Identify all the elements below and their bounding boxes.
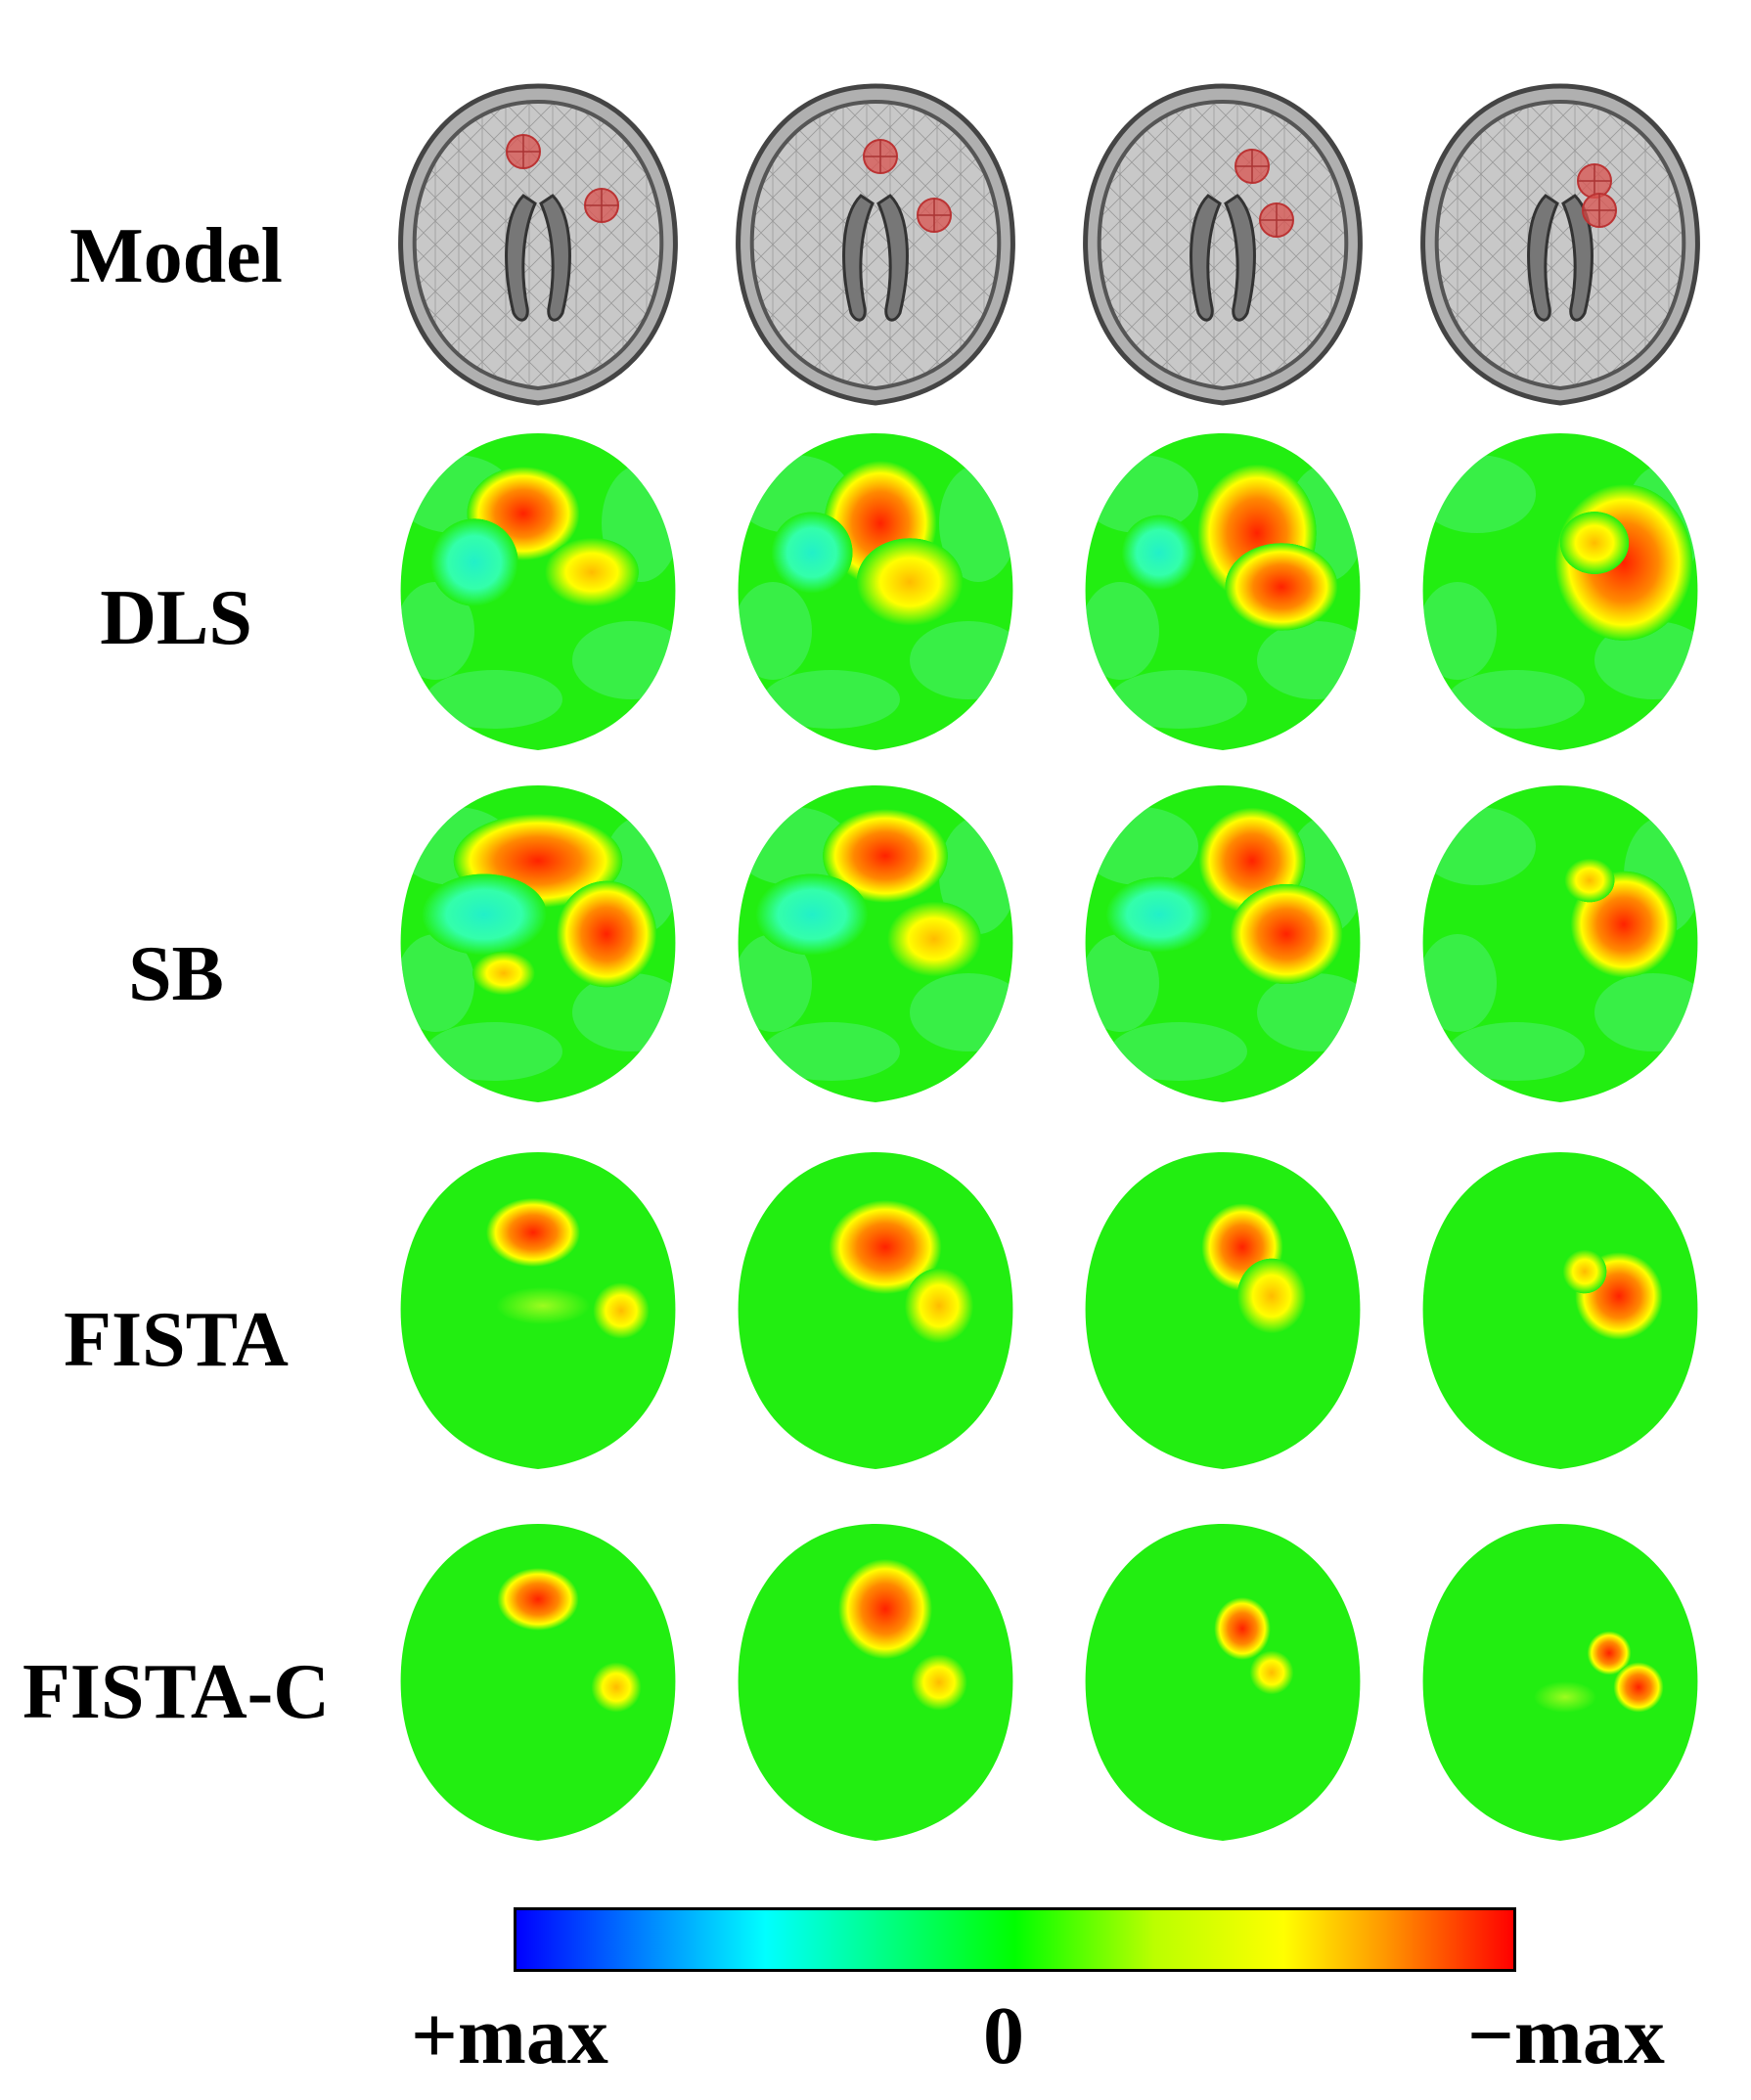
row-label-dls: DLS — [100, 575, 252, 661]
activation-warm-2 — [1236, 1258, 1307, 1334]
activation-hot-1 — [823, 809, 948, 903]
activation-hot-1 — [497, 1568, 579, 1631]
activation-warm-2 — [1559, 512, 1630, 574]
colorbar-label-minus-max: −max — [1467, 1990, 1665, 2081]
activation-warm-2 — [904, 1268, 974, 1344]
head-map — [1085, 1524, 1361, 1841]
activation-hot-1 — [1214, 1597, 1271, 1660]
right-ventricle — [1224, 194, 1256, 322]
activation-cool-3 — [1105, 876, 1213, 953]
activation-hot-1 — [829, 1200, 942, 1294]
activation-cool-3 — [1121, 514, 1197, 591]
activation-hot-1 — [1587, 1631, 1632, 1676]
head-map — [738, 1524, 1013, 1841]
panel-fista-c-2 — [714, 1506, 1037, 1858]
head-map — [1422, 785, 1698, 1102]
panel-model-1 — [377, 68, 699, 421]
left-ventricle — [505, 194, 537, 322]
left-ventricle — [842, 194, 875, 322]
activation-warm-2 — [593, 1282, 650, 1339]
panel-model-2 — [714, 68, 1037, 421]
row-label-fista-c: FISTA-C — [22, 1649, 331, 1735]
row-label-fista: FISTA — [64, 1297, 289, 1383]
activation-hot-2 — [1613, 1662, 1664, 1713]
activation-faint-3 — [1534, 1681, 1596, 1713]
activation-faint-3 — [496, 1286, 590, 1325]
activation-cool-3 — [430, 518, 518, 606]
panel-fista-c-4 — [1399, 1506, 1722, 1858]
activation-hot-1 — [486, 1197, 580, 1268]
panel-dls-4 — [1399, 416, 1722, 768]
activation-hot-2 — [1225, 543, 1338, 631]
right-ventricle — [1561, 194, 1594, 322]
panel-fista-c-3 — [1061, 1506, 1384, 1858]
activation-warm-2 — [1249, 1650, 1294, 1695]
panel-dls-1 — [377, 416, 699, 768]
activation-warm-2 — [1562, 1249, 1607, 1294]
activation-warm-2 — [545, 537, 639, 607]
head-map — [400, 1524, 676, 1841]
panel-sb-4 — [1399, 768, 1722, 1120]
right-ventricle — [539, 194, 571, 322]
activation-warm-2 — [887, 901, 981, 977]
panel-fista-3 — [1061, 1135, 1384, 1487]
head-map — [738, 1152, 1013, 1469]
right-ventricle — [876, 194, 909, 322]
activation-warm-2 — [591, 1662, 642, 1713]
activation-warm-4 — [472, 951, 535, 996]
activation-hot-1 — [838, 1558, 932, 1660]
activation-cool-3 — [422, 873, 547, 956]
activation-warm-2 — [856, 538, 964, 626]
row-label-sb: SB — [128, 931, 224, 1017]
panel-sb-3 — [1061, 768, 1384, 1120]
activation-hot-2 — [1230, 883, 1343, 985]
activation-hot-2 — [556, 880, 657, 988]
panel-fista-1 — [377, 1135, 699, 1487]
panel-sb-2 — [714, 768, 1037, 1120]
left-ventricle — [1190, 194, 1222, 322]
left-ventricle — [1527, 194, 1559, 322]
panel-fista-4 — [1399, 1135, 1722, 1487]
row-label-model: Model — [69, 213, 283, 299]
colorbar — [514, 1907, 1516, 1972]
activation-warm-2 — [911, 1654, 967, 1711]
colorbar-label-zero: 0 — [983, 1990, 1024, 2081]
head-map — [1422, 1152, 1698, 1469]
head-map — [1085, 1152, 1361, 1469]
panel-model-4 — [1399, 68, 1722, 421]
panel-dls-2 — [714, 416, 1037, 768]
panel-fista-2 — [714, 1135, 1037, 1487]
activation-cool-3 — [771, 512, 853, 594]
panel-fista-c-1 — [377, 1506, 699, 1858]
panel-dls-3 — [1061, 416, 1384, 768]
panel-model-3 — [1061, 68, 1384, 421]
colorbar-label-plus-max: +max — [411, 1990, 608, 2081]
activation-cool-3 — [755, 873, 869, 956]
activation-warm-2 — [1564, 858, 1615, 903]
panel-sb-1 — [377, 768, 699, 1120]
